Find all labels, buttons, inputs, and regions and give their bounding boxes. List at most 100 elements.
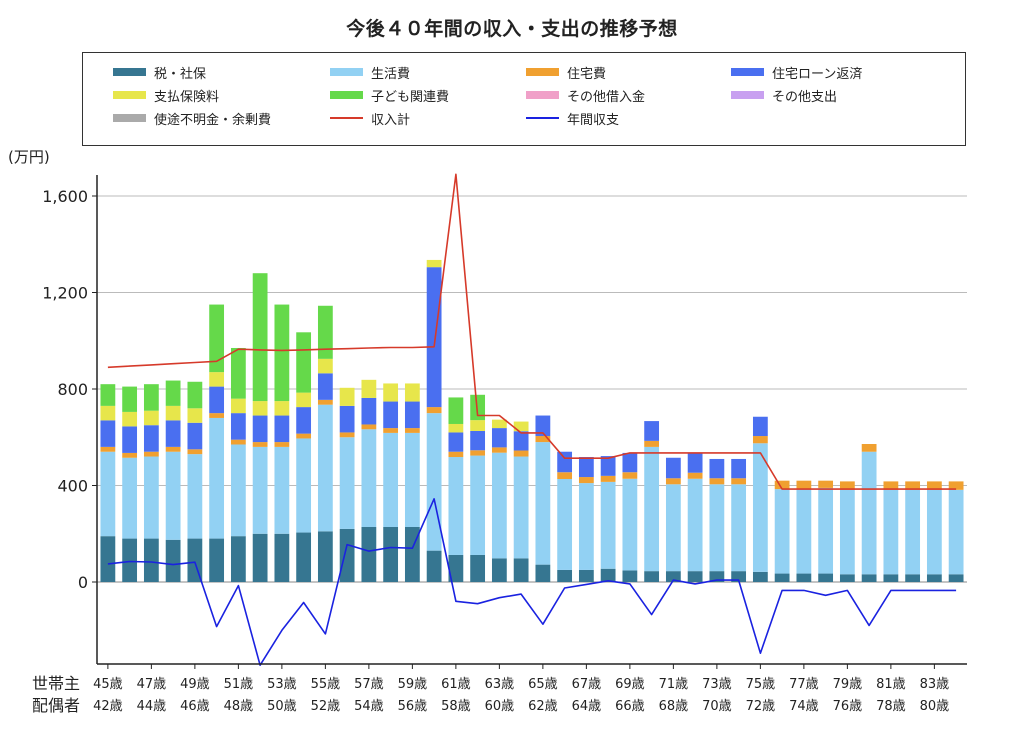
x-tick-label-householder: 83歳	[920, 677, 950, 692]
bar-segment	[535, 415, 551, 437]
bar-segment	[513, 421, 529, 432]
x-row-label-householder: 世帯主	[32, 674, 81, 693]
bar-segment	[883, 481, 899, 490]
x-tick-label-spouse: 72歳	[746, 699, 776, 714]
bar-segment	[230, 536, 246, 582]
x-tick-label-householder: 73歳	[702, 677, 732, 692]
bar-segment	[339, 437, 355, 529]
bar-segment	[861, 444, 877, 452]
x-tick-label-householder: 59歳	[398, 677, 428, 692]
bar-segment	[948, 481, 964, 490]
legend-color-swatch	[113, 91, 146, 99]
bar-segment	[622, 478, 638, 571]
bar-segment	[513, 450, 529, 457]
bar-segment	[731, 484, 747, 572]
bar-segment	[731, 571, 747, 582]
bar-segment	[839, 574, 855, 582]
bar-segment	[926, 574, 942, 582]
bar-segment	[165, 539, 181, 582]
bar-segment	[470, 455, 486, 555]
bar-segment	[230, 398, 246, 414]
bar-segment	[535, 436, 551, 443]
bar-segment	[165, 420, 181, 447]
bar-segment	[404, 428, 420, 433]
bar-segment	[883, 574, 899, 582]
bar-segment	[339, 387, 355, 406]
bar-segment	[687, 452, 703, 473]
bar-segment	[448, 432, 464, 452]
bar-segment	[165, 405, 181, 421]
bar-segment	[752, 443, 768, 572]
bar-segment	[600, 568, 616, 582]
legend-color-swatch	[330, 91, 363, 99]
legend-color-swatch	[731, 91, 764, 99]
legend-label: 生活費	[371, 66, 411, 82]
bar-segment	[404, 401, 420, 429]
bar-segment	[361, 379, 377, 398]
bar-segment	[665, 571, 681, 582]
legend-item: 税・社保	[113, 62, 206, 82]
bar-segment	[209, 372, 225, 387]
x-tick-label-householder: 51歳	[224, 677, 254, 692]
bar-segment	[209, 538, 225, 582]
x-tick-label-householder: 81歳	[876, 677, 906, 692]
bar-segment	[926, 481, 942, 490]
bar-segment	[404, 432, 420, 527]
bar-segment	[796, 480, 812, 490]
bar-segment	[274, 533, 290, 582]
bar-segment	[143, 456, 159, 539]
bar-segment	[600, 475, 616, 482]
y-tick-label: 1,600	[42, 187, 88, 206]
bar-segment	[557, 451, 573, 473]
legend-line-swatch	[526, 116, 559, 120]
x-tick-label-spouse: 44歳	[137, 699, 167, 714]
bar-segment	[752, 416, 768, 437]
bar-segment	[100, 536, 116, 582]
bar-segment	[557, 472, 573, 479]
bar-segment	[861, 451, 877, 575]
bar-segment	[426, 407, 442, 414]
bar-segment	[361, 424, 377, 430]
x-tick-label-spouse: 74歳	[789, 699, 819, 714]
bar-segment	[818, 487, 834, 574]
bar-segment	[644, 421, 660, 441]
legend-label: 住宅ローン返済	[772, 66, 863, 82]
x-tick-label-spouse: 48歳	[224, 699, 254, 714]
bar-segment	[317, 531, 333, 582]
bar-segment	[317, 404, 333, 532]
x-tick-label-householder: 63歳	[485, 677, 515, 692]
bar-segment	[339, 528, 355, 582]
bar-segment	[252, 273, 268, 402]
bar-segment	[426, 259, 442, 268]
bar-segment	[535, 564, 551, 582]
legend-color-swatch	[113, 114, 146, 122]
bar-segment	[361, 526, 377, 582]
bar-segment	[709, 571, 725, 582]
bar-segment	[948, 574, 964, 582]
bar-segment	[948, 489, 964, 575]
legend-color-swatch	[113, 68, 146, 76]
bar-segment	[491, 447, 507, 453]
x-tick-label-spouse: 64歳	[572, 699, 602, 714]
bar-segment	[470, 554, 486, 582]
bar-segment	[491, 558, 507, 582]
bar-segment	[818, 480, 834, 488]
bar-segment	[100, 446, 116, 452]
bar-segment	[122, 538, 138, 582]
bar-segment	[361, 397, 377, 425]
bar-segment	[426, 550, 442, 582]
legend-label: 子ども関連費	[371, 89, 450, 105]
bar-segment	[731, 458, 747, 479]
bar-segment	[296, 433, 312, 439]
bar-segment	[317, 373, 333, 400]
bar-segment	[100, 405, 116, 421]
y-tick-label: 1,200	[42, 284, 88, 303]
bar-segment	[491, 428, 507, 448]
bar-segment	[774, 489, 790, 574]
bar-segment	[448, 457, 464, 555]
bar-segment	[752, 571, 768, 582]
bar-segment	[557, 569, 573, 582]
bar-segment	[209, 386, 225, 414]
legend-color-swatch	[731, 68, 764, 76]
bar-segment	[252, 442, 268, 447]
